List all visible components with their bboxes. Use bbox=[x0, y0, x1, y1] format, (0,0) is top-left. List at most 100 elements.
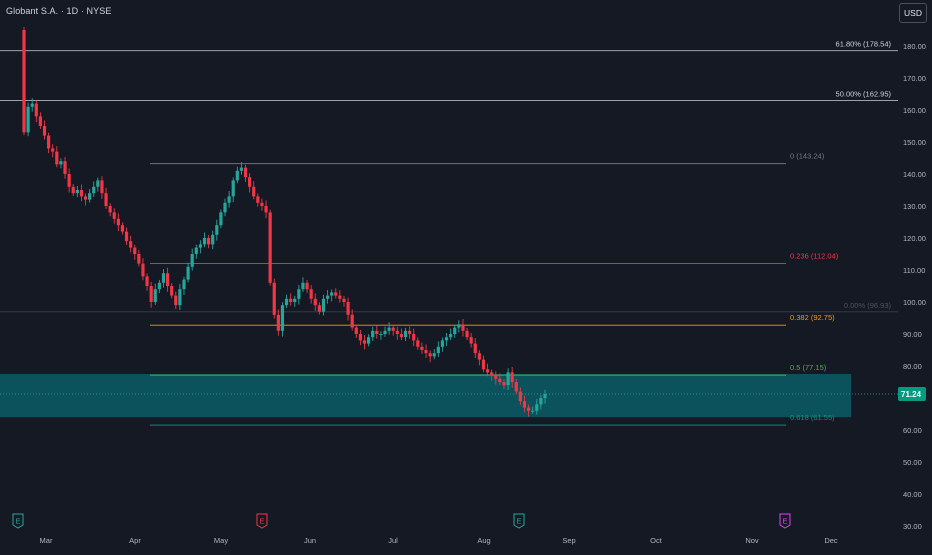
time-tick-label: May bbox=[214, 536, 228, 545]
candle-body bbox=[522, 401, 527, 408]
candle-body bbox=[432, 353, 436, 357]
candle-body bbox=[22, 30, 26, 133]
candle-body bbox=[149, 286, 153, 302]
price-tick-label: 170.00 bbox=[903, 74, 926, 83]
candle-body bbox=[358, 334, 362, 341]
candle-body bbox=[190, 254, 194, 267]
price-tick-label: 160.00 bbox=[903, 106, 926, 115]
candle-body bbox=[153, 289, 157, 302]
candle-body bbox=[108, 206, 112, 213]
candle-body bbox=[362, 340, 367, 344]
candle-body bbox=[26, 106, 30, 133]
candle-body bbox=[63, 161, 67, 174]
candle-body bbox=[120, 225, 125, 232]
candle-body bbox=[408, 330, 412, 334]
earnings-marker[interactable]: E bbox=[256, 513, 268, 529]
time-tick-label: Jul bbox=[388, 536, 398, 545]
fib-level-label: 0.618 (61.55) bbox=[790, 413, 835, 422]
candle-body bbox=[215, 225, 219, 235]
candle-body bbox=[387, 327, 391, 331]
candle-body bbox=[239, 167, 244, 171]
earnings-marker[interactable]: E bbox=[12, 513, 24, 529]
candle-body bbox=[38, 116, 43, 126]
candle-body bbox=[461, 324, 465, 331]
support-zone bbox=[0, 374, 851, 418]
candle-body bbox=[88, 193, 92, 200]
candle-body bbox=[465, 330, 469, 338]
candle-body bbox=[526, 407, 531, 411]
time-tick-label: Oct bbox=[650, 536, 663, 545]
candle-body bbox=[170, 286, 174, 296]
candle-body bbox=[395, 330, 399, 334]
price-axis bbox=[898, 0, 932, 550]
time-tick-label: Mar bbox=[40, 536, 53, 545]
candle-body bbox=[137, 254, 141, 264]
candle-body bbox=[182, 279, 186, 290]
currency-button[interactable]: USD bbox=[899, 3, 927, 23]
earnings-letter: E bbox=[516, 517, 521, 526]
price-tick-label: 40.00 bbox=[903, 490, 922, 499]
candle-body bbox=[305, 282, 309, 290]
candle-body bbox=[535, 404, 539, 411]
candle-body bbox=[79, 190, 84, 197]
time-tick-label: Nov bbox=[745, 536, 759, 545]
candle-body bbox=[83, 196, 88, 200]
candle-body bbox=[71, 186, 75, 194]
candle-body bbox=[449, 334, 453, 338]
candle-body bbox=[539, 398, 543, 405]
fib-level-label: 0.382 (92.75) bbox=[790, 313, 835, 322]
candle-body bbox=[248, 177, 252, 187]
candle-body bbox=[34, 103, 38, 117]
earnings-icon bbox=[256, 513, 268, 529]
candle-body bbox=[165, 273, 170, 286]
candle-body bbox=[502, 382, 506, 386]
earnings-marker[interactable]: E bbox=[513, 513, 525, 529]
candle-body bbox=[485, 369, 490, 373]
earnings-icon bbox=[12, 513, 24, 529]
candle-body bbox=[440, 340, 445, 347]
candle-body bbox=[342, 298, 346, 302]
candle-body bbox=[124, 231, 129, 242]
fib-level-label: 0.5 (77.15) bbox=[790, 363, 827, 372]
candle-body bbox=[51, 148, 55, 152]
candle-body bbox=[219, 212, 223, 226]
candle-body bbox=[194, 247, 198, 254]
earnings-letter: E bbox=[782, 517, 787, 526]
candle-body bbox=[129, 241, 133, 248]
faint-level-label: 0.00% (96.93) bbox=[844, 301, 892, 310]
candle-body bbox=[268, 212, 272, 283]
price-tick-label: 150.00 bbox=[903, 138, 926, 147]
candle-body bbox=[59, 161, 63, 165]
earnings-icon bbox=[513, 513, 525, 529]
candle-body bbox=[264, 206, 268, 213]
price-tick-label: 180.00 bbox=[903, 42, 926, 51]
candle-body bbox=[284, 298, 289, 306]
earnings-marker[interactable]: E bbox=[779, 513, 791, 529]
candle-body bbox=[141, 263, 145, 277]
candle-body bbox=[133, 247, 137, 254]
candle-body bbox=[235, 170, 239, 181]
price-tick-label: 90.00 bbox=[903, 330, 922, 339]
candle-body bbox=[112, 212, 116, 219]
candle-body bbox=[436, 346, 440, 354]
candle-body bbox=[346, 302, 350, 315]
candle-body bbox=[383, 330, 387, 334]
candle-body bbox=[313, 298, 317, 306]
candle-body bbox=[243, 167, 248, 178]
candle-body bbox=[334, 292, 338, 296]
candle-body bbox=[30, 103, 34, 107]
price-tick-label: 120.00 bbox=[903, 234, 926, 243]
candle-body bbox=[366, 337, 371, 344]
candle-body bbox=[198, 244, 203, 248]
earnings-icon bbox=[779, 513, 791, 529]
price-tick-label: 60.00 bbox=[903, 426, 922, 435]
last-price-tag bbox=[898, 387, 926, 402]
candle-body bbox=[506, 372, 510, 386]
candle-body bbox=[379, 334, 383, 335]
candle-body bbox=[514, 382, 518, 392]
candle-body bbox=[325, 295, 330, 299]
candle-body bbox=[469, 337, 473, 344]
price-tick-label: 30.00 bbox=[903, 522, 922, 531]
